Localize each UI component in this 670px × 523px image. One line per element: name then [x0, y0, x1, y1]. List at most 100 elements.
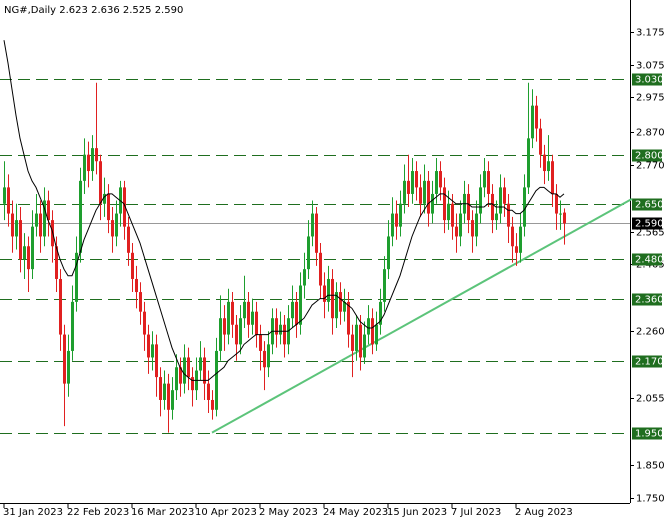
candle-body	[331, 278, 334, 319]
candle-body	[495, 213, 498, 221]
candle-body	[179, 367, 182, 384]
candle-body	[15, 220, 18, 237]
candle-body	[339, 292, 342, 312]
candle-body	[543, 154, 546, 172]
candle-body	[59, 278, 62, 335]
candle-body	[379, 301, 382, 325]
candle-body	[131, 252, 134, 279]
candle-body	[207, 383, 210, 400]
candle-body	[315, 213, 318, 253]
candle-body	[411, 171, 414, 194]
candle-body	[311, 213, 314, 237]
level-label-bg	[632, 198, 662, 211]
y-tick-label: 3.175	[636, 28, 665, 39]
candle-body	[359, 324, 362, 358]
level-label-bg	[632, 73, 662, 86]
candle-body	[39, 213, 42, 237]
x-tick-label: 2 May 2023	[259, 507, 318, 518]
candle-body	[143, 311, 146, 335]
x-tick-label: 7 Jul 2023	[451, 507, 501, 518]
level-label: 2.480	[635, 255, 664, 266]
candle-body	[167, 383, 170, 410]
candle-body	[459, 213, 462, 237]
candle-body	[407, 180, 410, 194]
candle-body	[351, 334, 354, 351]
candle-body	[243, 301, 246, 319]
candle-body	[199, 357, 202, 371]
candle-body	[419, 187, 422, 204]
candle-body	[367, 318, 370, 335]
candle-body	[19, 220, 22, 260]
candle-body	[319, 252, 322, 286]
candle-body	[247, 301, 250, 325]
candle-body	[155, 344, 158, 378]
candle-body	[159, 377, 162, 400]
candle-body	[235, 324, 238, 345]
candle-body	[395, 213, 398, 227]
candle-body	[191, 377, 194, 391]
moving-average	[3, 40, 565, 381]
candle-body	[67, 350, 70, 384]
candle-body	[415, 171, 418, 188]
candle-body	[263, 350, 266, 368]
candle-body	[343, 301, 346, 312]
candle-body	[507, 203, 510, 227]
trendline	[211, 197, 633, 434]
candle-body	[203, 357, 206, 384]
candle-body	[427, 180, 430, 214]
candle-body	[71, 301, 74, 351]
candle-body	[535, 105, 538, 129]
candle-body	[391, 213, 394, 237]
candle-body	[7, 187, 10, 214]
candle-body	[47, 200, 50, 221]
candle-body	[503, 187, 506, 204]
candle-body	[251, 311, 254, 325]
candle-body	[215, 350, 218, 410]
y-tick-label: 2.870	[636, 128, 665, 139]
candle-body	[451, 203, 454, 227]
candle-body	[467, 193, 470, 221]
candle-body	[31, 226, 34, 270]
candle-body	[139, 292, 142, 312]
candle-body	[83, 154, 86, 181]
candle-body	[519, 226, 522, 253]
candle-body	[551, 161, 554, 194]
candle-body	[527, 138, 530, 188]
candle-body	[371, 318, 374, 345]
candle-body	[107, 193, 110, 221]
candle-body	[99, 161, 102, 204]
chart-title: NG#,Daily 2.623 2.636 2.525 2.590	[4, 5, 183, 16]
candle-body	[435, 171, 438, 194]
candle-body	[27, 246, 30, 270]
level-label-bg	[632, 355, 662, 368]
candle-body	[531, 105, 534, 139]
x-tick-label: 22 Feb 2023	[67, 507, 129, 518]
candle-body	[431, 193, 434, 214]
level-label-bg	[632, 293, 662, 306]
candle-body	[303, 269, 306, 286]
candle-body	[547, 161, 550, 172]
candle-body	[327, 278, 330, 302]
candle-body	[111, 220, 114, 237]
x-tick-label: 24 May 2023	[323, 507, 388, 518]
candle-body	[307, 236, 310, 270]
candle-body	[487, 171, 490, 194]
candle-body	[483, 171, 486, 188]
x-tick-label: 15 Jun 2023	[387, 507, 447, 518]
candle-body	[335, 292, 338, 319]
candle-body	[3, 187, 6, 204]
candle-body	[299, 285, 302, 325]
candle-body	[227, 301, 230, 335]
candle-body	[175, 367, 178, 391]
candle-body	[539, 128, 542, 155]
y-tick-label: 2.260	[636, 327, 665, 338]
y-tick-label: 2.565	[636, 228, 665, 239]
candle-body	[439, 171, 442, 188]
candle-body	[87, 154, 90, 172]
candle-body	[283, 324, 286, 345]
candle-body	[479, 187, 482, 214]
candle-body	[355, 324, 358, 351]
candle-body	[211, 399, 214, 410]
